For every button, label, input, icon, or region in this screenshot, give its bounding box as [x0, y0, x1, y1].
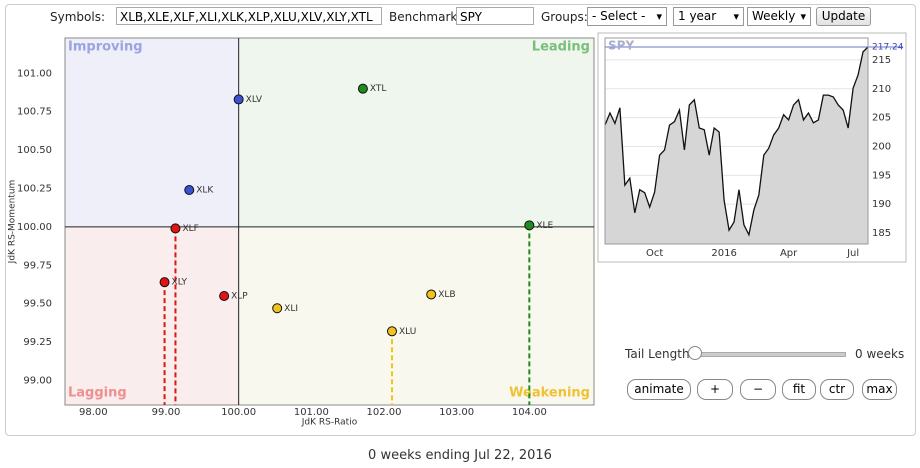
y-tick-label: 99.00 — [23, 375, 52, 386]
tail-label: Tail Length: — [625, 347, 694, 361]
y-tick-label: 99.25 — [23, 337, 52, 348]
spy-title: SPY — [608, 39, 634, 53]
groups-select[interactable]: - Select - — [587, 7, 667, 26]
quadrant — [65, 226, 239, 405]
interval-select[interactable]: Weekly — [747, 7, 811, 26]
animate-button[interactable]: animate — [627, 379, 691, 400]
point-label: XLK — [196, 186, 214, 196]
y-tick-label: 101.00 — [17, 68, 52, 79]
symbols-label: Symbols: — [50, 10, 105, 24]
point — [357, 83, 368, 94]
groups-label: Groups: — [541, 10, 588, 24]
fit-button[interactable]: fit — [782, 379, 816, 400]
point-label: XTL — [370, 84, 387, 94]
y-axis-label: JdK RS-Momentum — [8, 180, 18, 265]
tail-slider-track — [692, 352, 846, 357]
y-tick-label: 100.50 — [17, 145, 52, 156]
x-tick-label: 100.00 — [221, 407, 256, 418]
y-tick-label: 215 — [872, 55, 891, 66]
y-tick-label: 190 — [872, 199, 891, 210]
area — [605, 47, 868, 245]
tail-value: 0 weeks — [855, 347, 905, 361]
quadrant-label: Weakening — [509, 386, 590, 401]
x-tick-label: Oct — [646, 248, 663, 259]
center-button[interactable]: ctr — [820, 379, 854, 400]
x-tick-label: 99.00 — [152, 407, 181, 418]
point — [524, 220, 535, 231]
zoom-out-button[interactable]: − — [740, 379, 776, 400]
tail-slider-handle[interactable] — [688, 346, 702, 360]
plot-frame — [64, 37, 595, 406]
footer: 0 weeks ending Jul 22, 2016 — [368, 448, 552, 463]
x-axis-label: JdK RS-Ratio — [301, 418, 358, 428]
point — [219, 290, 230, 301]
y-tick-label: 100.25 — [17, 183, 52, 194]
point-label: XLF — [182, 224, 198, 234]
x-tick-label: Apr — [780, 248, 798, 259]
point — [159, 277, 170, 288]
point — [233, 94, 244, 105]
y-tick-label: 195 — [872, 170, 891, 181]
point — [272, 303, 283, 314]
line — [604, 46, 869, 237]
x-tick-label: 103.00 — [439, 407, 474, 418]
x-tick-label: 102.00 — [366, 407, 401, 418]
point-label: XLV — [246, 95, 263, 105]
y-tick-label: 99.50 — [23, 299, 52, 310]
zoom-in-button[interactable]: + — [697, 379, 733, 400]
point-label: XLE — [536, 221, 553, 231]
quadrant — [238, 38, 595, 227]
point — [170, 223, 181, 234]
point-label: XLB — [438, 290, 455, 300]
x-tick-label: 98.00 — [79, 407, 108, 418]
quadrant-label: Lagging — [68, 386, 127, 401]
point — [426, 289, 437, 300]
point-label: XLY — [172, 278, 188, 288]
point-label: XLU — [399, 327, 416, 337]
point — [386, 326, 397, 337]
x-tick-label: 104.00 — [512, 407, 547, 418]
last-value-label: 217.24 — [872, 43, 904, 53]
y-tick-label: 185 — [872, 228, 891, 239]
update-button[interactable]: Update — [816, 7, 871, 26]
max-button[interactable]: max — [862, 379, 897, 400]
x-tick-label: 2016 — [711, 248, 736, 259]
y-tick-label: 210 — [872, 84, 891, 95]
y-tick-label: 100.00 — [17, 222, 52, 233]
plot-frame — [604, 37, 869, 245]
x-tick-label: Jul — [846, 248, 859, 259]
point-label: XLI — [284, 304, 298, 314]
benchmark-label: Benchmark: — [389, 10, 462, 24]
panel — [5, 4, 916, 436]
y-tick-label: 200 — [872, 141, 891, 152]
charts: Improving Leading Lagging Weakening 98.00 99.… — [8, 32, 907, 428]
benchmark-input[interactable]: SPY — [456, 7, 534, 25]
point — [184, 185, 195, 196]
period-select[interactable]: 1 year — [673, 7, 744, 26]
quadrant — [65, 38, 239, 227]
x-tick-label: 101.00 — [294, 407, 329, 418]
y-tick-label: 205 — [872, 113, 891, 124]
quadrant-label: Improving — [68, 40, 143, 55]
y-tick-label: 100.75 — [17, 107, 52, 118]
point-label: XLP — [231, 291, 248, 301]
y-tick-label: 99.75 — [23, 260, 52, 271]
quadrant — [238, 226, 595, 405]
quadrant-label: Leading — [532, 40, 590, 55]
symbols-input[interactable]: XLB,XLE,XLF,XLI,XLK,XLP,XLU,XLV,XLY,XTL — [116, 7, 382, 25]
